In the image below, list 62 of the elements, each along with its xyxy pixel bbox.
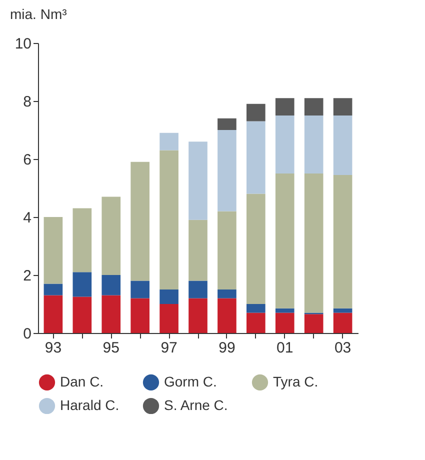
bar: [333, 312, 352, 333]
bar: [130, 280, 150, 298]
bar: [218, 130, 236, 212]
bar: [246, 121, 266, 194]
bar: [72, 272, 92, 297]
bar: [333, 98, 352, 116]
y-tick-label: 6: [23, 152, 32, 168]
bar: [188, 280, 208, 298]
bar: [188, 142, 208, 220]
bar: [304, 98, 324, 116]
y-tick-label: 8: [23, 94, 32, 110]
x-tick-label: 97: [160, 340, 178, 356]
bar: [275, 308, 294, 313]
x-tick-label: 01: [276, 340, 294, 356]
bar: [44, 284, 63, 296]
y-tick-label: 4: [23, 210, 32, 226]
legend-label: Tyra C.: [273, 373, 318, 390]
bar: [188, 298, 208, 333]
bar: [333, 116, 352, 175]
x-tick-label: 99: [218, 340, 236, 356]
y-axis-title: mia. Nm³: [10, 6, 68, 22]
legend-label: S. Arne C.: [164, 397, 228, 413]
bar: [44, 295, 63, 333]
bar: [275, 312, 294, 333]
bar: [218, 211, 236, 290]
bar: [246, 194, 266, 304]
bar: [275, 116, 294, 174]
x-tick-label: 93: [44, 340, 62, 356]
legend-label: Gorm C.: [164, 373, 217, 390]
bar: [218, 298, 236, 333]
bar: [102, 275, 121, 296]
bar: [304, 174, 324, 313]
y-tick-label: 2: [23, 268, 32, 284]
bar: [130, 162, 150, 281]
y-tick-label: 0: [23, 326, 32, 342]
bar: [333, 174, 352, 308]
bar: [218, 118, 236, 130]
bar: [246, 104, 266, 122]
bar: [102, 196, 121, 275]
bar: [333, 308, 352, 313]
bar: [72, 208, 92, 272]
x-tick-label: 95: [102, 340, 120, 356]
bar: [160, 150, 178, 290]
bar: [130, 298, 150, 333]
legend-label: Dan C.: [60, 373, 104, 390]
bar: [188, 220, 208, 281]
bar: [160, 290, 178, 304]
bar: [275, 174, 294, 308]
bar: [72, 296, 92, 333]
bar: [304, 116, 324, 174]
bar: [160, 304, 178, 333]
legend-label: Harald C.: [60, 397, 120, 413]
bar: [102, 295, 121, 333]
x-tick-label: 03: [334, 340, 352, 356]
bar: [304, 314, 324, 333]
bar: [275, 98, 294, 116]
bar: [160, 132, 178, 150]
bar: [246, 312, 266, 333]
y-tick-label: 10: [14, 36, 32, 52]
bar: [218, 290, 236, 298]
bar: [44, 217, 63, 284]
bar: [246, 304, 266, 313]
